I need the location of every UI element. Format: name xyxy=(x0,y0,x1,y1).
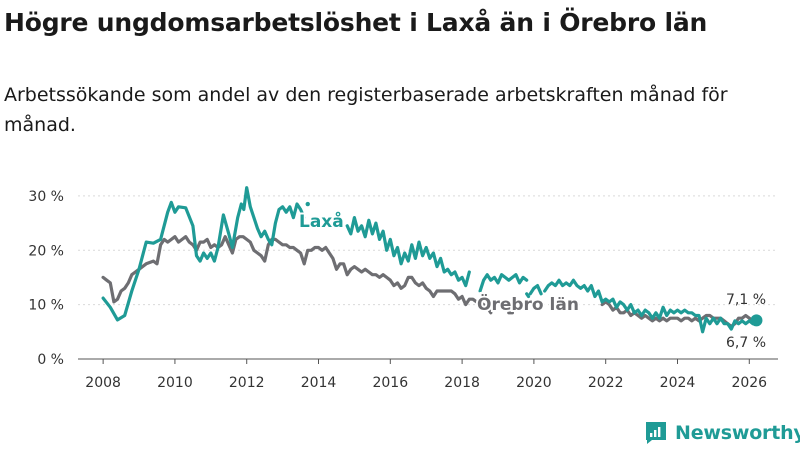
x-tick-label: 2024 xyxy=(660,375,696,391)
labels-layer: Laxå Örebro län 7,1 % 6,7 % xyxy=(297,208,766,351)
y-tick-label: 10 % xyxy=(28,298,64,314)
end-value-label-orebro: 6,7 % xyxy=(726,335,766,351)
axes: 0 % 10 % 20 % 30 % 2008 2010 2012 2014 2016 2018 2… xyxy=(28,189,778,391)
x-tick-label: 2026 xyxy=(731,375,767,391)
x-tick-label: 2018 xyxy=(444,375,480,391)
x-tick-label: 2016 xyxy=(372,375,408,391)
series-line-laxa xyxy=(528,284,543,296)
y-tick-label: 30 % xyxy=(28,189,64,205)
y-tick-label: 20 % xyxy=(28,243,64,259)
page-title: Högre ungdomsarbetslöshet i Laxå än i Ör… xyxy=(4,8,708,37)
x-tick-label: 2020 xyxy=(516,375,552,391)
series-line-laxa xyxy=(525,292,531,299)
end-value-label-laxa: 7,1 % xyxy=(726,292,766,308)
series-layer xyxy=(101,186,763,334)
x-tick-label: 2022 xyxy=(588,375,624,391)
series-line-orebro xyxy=(101,235,493,315)
series-label-laxa: Laxå xyxy=(299,210,344,232)
x-tick-label: 2008 xyxy=(85,375,121,391)
series-line-laxa xyxy=(478,273,529,293)
newsworthy-logo-icon xyxy=(646,422,666,444)
subtitle: Arbetssökande som andel av den registerb… xyxy=(4,84,728,136)
series-line-laxa xyxy=(345,216,471,288)
series-end-marker-laxa xyxy=(750,314,763,327)
x-tick-label: 2010 xyxy=(157,375,193,391)
series-line-laxa xyxy=(305,201,310,207)
x-tick-label: 2012 xyxy=(229,375,265,391)
brand-name: Newsworthy xyxy=(675,422,800,444)
y-tick-label: 0 % xyxy=(37,352,64,368)
series-label-orebro: Örebro län xyxy=(477,293,579,315)
series-line-laxa xyxy=(543,278,759,334)
x-tick-label: 2014 xyxy=(301,375,337,391)
series-line-laxa xyxy=(101,186,306,322)
brand: Newsworthy xyxy=(644,420,800,446)
